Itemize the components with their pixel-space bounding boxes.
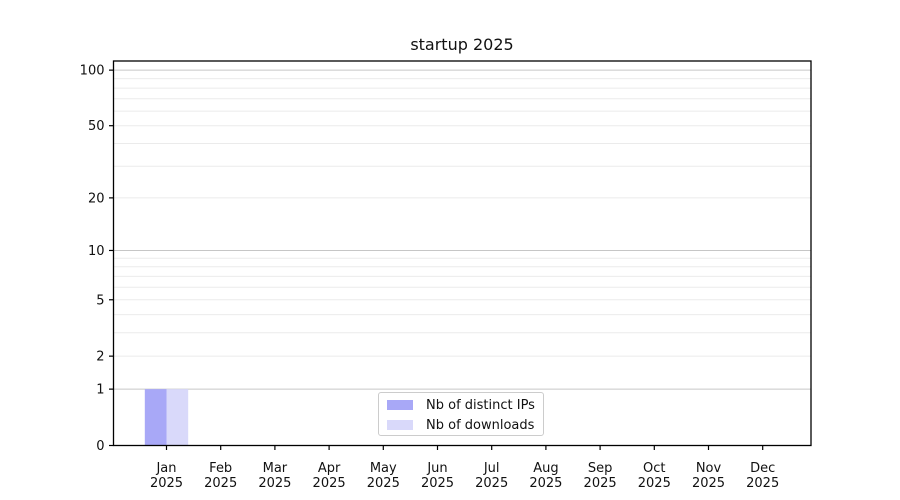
y-axis-tick-label: 1 — [96, 383, 104, 398]
bar-nb-of-distinct-ips-jan — [144, 389, 167, 446]
x-axis-year-label: 2025 — [150, 476, 183, 491]
legend-label: Nb of distinct IPs — [426, 397, 535, 413]
plot-frame — [112, 60, 812, 447]
x-axis-year-label: 2025 — [421, 476, 454, 491]
x-axis-month-label: Dec — [750, 461, 775, 476]
x-axis-month-label: Apr — [318, 461, 341, 476]
bar-nb-of-downloads-jan — [166, 389, 189, 446]
x-axis-year-label: 2025 — [367, 476, 400, 491]
x-axis-month-label: Nov — [696, 461, 722, 476]
legend-swatch — [387, 420, 413, 430]
x-axis-month-label: Mar — [263, 461, 288, 476]
legend: Nb of distinct IPs Nb of downloads — [378, 392, 544, 436]
x-axis-month-label: Jul — [483, 461, 500, 476]
y-axis-tick-label: 0 — [96, 439, 104, 454]
chart-title: startup 2025 — [410, 35, 514, 54]
legend-item: Nb of distinct IPs — [379, 395, 543, 415]
x-axis-year-label: 2025 — [638, 476, 671, 491]
x-axis-month-label: Oct — [643, 461, 665, 476]
y-axis-tick-label: 5 — [96, 293, 104, 308]
x-axis-year-label: 2025 — [475, 476, 508, 491]
x-axis-year-label: 2025 — [692, 476, 725, 491]
legend-swatch — [387, 400, 413, 410]
y-axis-tick-label: 50 — [88, 119, 105, 134]
x-axis-year-label: 2025 — [746, 476, 779, 491]
y-axis-tick-label: 10 — [88, 244, 105, 259]
y-axis-tick-label: 2 — [96, 350, 104, 365]
legend-item: Nb of downloads — [379, 415, 543, 435]
x-axis-month-label: Feb — [209, 461, 232, 476]
x-axis-year-label: 2025 — [258, 476, 291, 491]
x-axis-year-label: 2025 — [313, 476, 346, 491]
legend-label: Nb of downloads — [426, 417, 535, 433]
y-axis-tick-label: 20 — [88, 191, 105, 206]
x-axis-month-label: Aug — [533, 461, 558, 476]
x-axis-month-label: Jan — [155, 461, 176, 476]
x-axis-month-label: Jun — [426, 461, 447, 476]
x-axis-month-label: Sep — [588, 461, 613, 476]
x-axis-month-label: May — [370, 461, 397, 476]
y-axis-tick-label: 100 — [80, 64, 105, 79]
x-axis-year-label: 2025 — [584, 476, 617, 491]
x-axis-year-label: 2025 — [204, 476, 237, 491]
x-axis-year-label: 2025 — [529, 476, 562, 491]
